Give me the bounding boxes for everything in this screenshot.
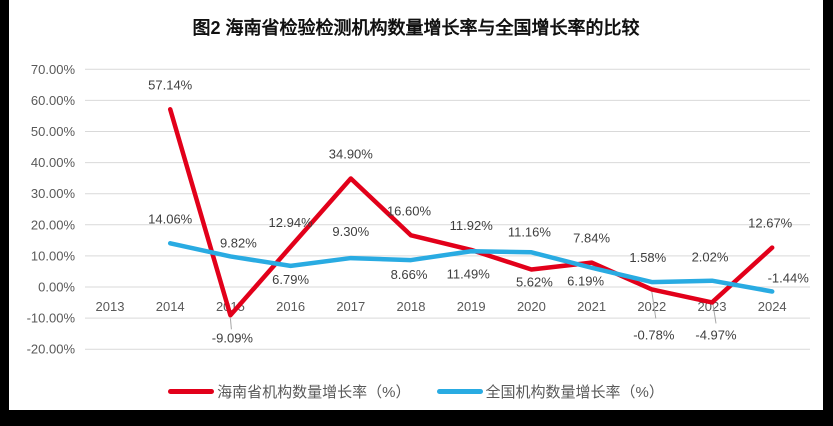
data-label: 7.84%	[573, 231, 610, 246]
hainan-line-swatch	[168, 389, 215, 394]
y-tick-label: -20.00%	[27, 342, 76, 357]
label-leader-line	[229, 318, 232, 330]
x-tick-label: 2020	[517, 299, 546, 314]
y-tick-label: -10.00%	[27, 311, 76, 326]
x-tick-label: 2019	[457, 299, 486, 314]
data-label: 34.90%	[329, 146, 374, 161]
data-label: 5.62%	[516, 275, 553, 290]
y-tick-label: 10.00%	[31, 248, 76, 263]
y-tick-label: 20.00%	[31, 217, 76, 232]
y-tick-label: 60.00%	[31, 93, 76, 108]
data-label: 9.30%	[332, 224, 369, 239]
data-label: 12.67%	[748, 216, 793, 231]
data-label: -9.09%	[212, 330, 254, 345]
data-label: 6.79%	[272, 272, 309, 287]
series-line	[167, 241, 775, 294]
data-label: 1.58%	[629, 250, 666, 265]
data-label: 12.94%	[269, 215, 314, 230]
data-label: 16.60%	[387, 203, 432, 218]
chart-legend: 海南省机构数量增长率（%） 全国机构数量增长率（%）	[9, 381, 823, 402]
y-tick-label: 30.00%	[31, 186, 76, 201]
y-tick-label: 50.00%	[31, 124, 76, 139]
data-label: 8.66%	[391, 267, 428, 282]
y-tick-label: 70.00%	[31, 62, 76, 77]
legend-item-hainan: 海南省机构数量增长率（%）	[168, 381, 411, 402]
data-label: 57.14%	[148, 77, 193, 92]
data-label: 11.16%	[508, 224, 552, 239]
data-label: 14.06%	[148, 211, 193, 226]
national-line-swatch	[436, 389, 483, 394]
data-label: -0.78%	[633, 327, 675, 342]
x-tick-label: 2016	[276, 299, 305, 314]
x-tick-label: 2022	[637, 299, 666, 314]
x-tick-label: 2021	[577, 299, 606, 314]
series-line	[167, 107, 775, 318]
data-label: -4.97%	[695, 327, 737, 342]
data-label: 2.02%	[692, 250, 729, 265]
chart-title: 图2 海南省检验检测机构数量增长率与全国增长率的比较	[192, 18, 640, 38]
label-leader-line	[651, 291, 657, 319]
data-label: 9.82%	[220, 235, 257, 250]
x-tick-label: 2017	[336, 299, 365, 314]
x-tick-label: 2018	[397, 299, 426, 314]
x-tick-label: 2013	[96, 299, 125, 314]
data-label: 11.92%	[450, 218, 494, 233]
x-tick-label: 2024	[758, 299, 787, 314]
growth-chart: 70.00% 60.00% 50.00% 40.00% 30.00% 20.00% 10.0…	[27, 62, 810, 357]
legend-label-national: 全国机构数量增长率（%）	[485, 384, 664, 401]
data-label: 6.19%	[567, 274, 604, 289]
x-tick-label: 2014	[156, 299, 185, 314]
legend-item-national: 全国机构数量增长率（%）	[436, 381, 664, 402]
legend-label-hainan: 海南省机构数量增长率（%）	[217, 384, 411, 401]
y-tick-label: 40.00%	[31, 155, 76, 170]
data-label: -1.44%	[768, 270, 810, 285]
chart-canvas: 图2 海南省检验检测机构数量增长率与全国增长率的比较 70.00% 60.00% 5…	[9, 0, 823, 410]
y-tick-label: 0.00%	[38, 280, 75, 295]
label-leader-line	[712, 304, 717, 324]
data-label: 11.49%	[447, 266, 491, 281]
